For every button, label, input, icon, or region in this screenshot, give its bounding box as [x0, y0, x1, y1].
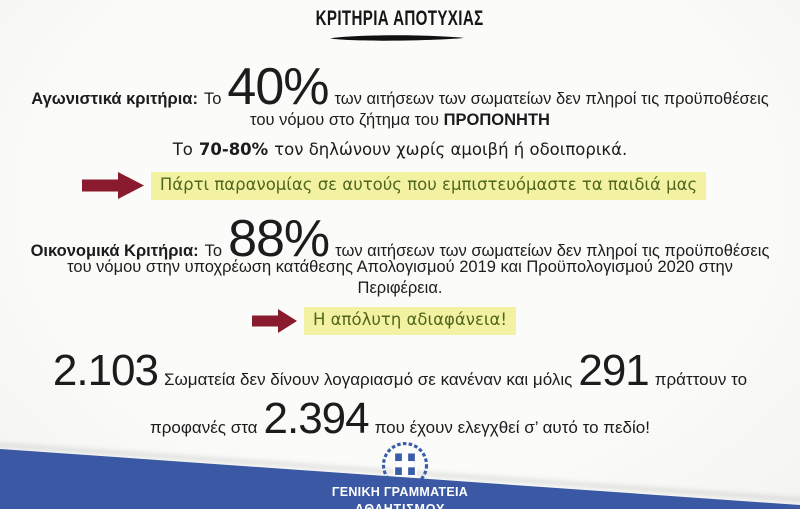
stat-88-percent: 88% [228, 210, 330, 269]
org-name-line1: ΓΕΝΙΚΗ ΓΡΑΜΜΑΤΕΙΑ [331, 485, 469, 499]
competitive-line2-text: του νόμου στο ζήτημα του [250, 111, 440, 129]
stats-text3: προφανές στα [150, 417, 258, 437]
competitive-rest: των αιτήσεων των σωματείων δεν πληροί τι… [334, 90, 769, 108]
stat-291: 291 [578, 345, 649, 395]
highlighted-text: Πάρτι παρανομίας σε αυτούς που εμπιστευό… [150, 172, 707, 200]
stats-line2: προφανές στα 2.394 που έχουν ελεγχθεί σ’… [0, 393, 800, 443]
financial-rest: των αιτήσεων των σωματείων δεν πληροί τι… [335, 242, 770, 261]
competitive-pre: Το [203, 90, 222, 108]
coach-keyword: ΠΡΟΠΟΝΗΤΗ [443, 111, 550, 129]
org-name-line2: ΑΘΛΗΤΙΣΜΟΥ [354, 502, 446, 509]
stats-text4: που έχουν ελεγχθεί σ’ αυτό το πεδίο! [374, 417, 650, 437]
title-block: ΚΡΙΤΗΡΙΑ ΑΠΟΤΥΧΙΑΣ [0, 0, 800, 31]
stat-40-percent: 40% [227, 58, 329, 116]
callout-opacity: Η απόλυτη αδιαφάνεια! [0, 307, 784, 335]
competitive-label: Αγωνιστικά κριτήρια: [31, 90, 198, 108]
callout-illegality: Πάρτι παρανομίας σε αυτούς που εμπιστευό… [0, 171, 794, 200]
footer: ΓΕΝΙΚΗ ΓΡΑΜΜΑΤΕΙΑ ΑΘΛΗΤΙΣΜΟΥ [0, 430, 800, 509]
page-title: ΚΡΙΤΗΡΙΑ ΑΠΟΤΥΧΙΑΣ [316, 7, 484, 30]
subline-rest: τον δηλώνουν χωρίς αμοιβή ή οδοιπορικά. [274, 139, 628, 159]
arrow-right-icon [81, 171, 145, 200]
title-underline [0, 34, 800, 42]
paragraph-7080-line: Το 70-80% τον δηλώνουν χωρίς αμοιβή ή οδ… [0, 139, 800, 159]
financial-pre: Το [204, 242, 223, 261]
stats-text2: πράττουν το [654, 369, 748, 389]
brush-stroke-icon [330, 35, 464, 41]
paragraph-financial-line2: του νόμου στην υποχρέωση κατάθεσης Απολο… [67, 258, 733, 277]
arrow-right-icon [252, 308, 298, 334]
paragraph-competitive-line2: του νόμου στο ζήτημα του ΠΡΟΠΟΝΗΤΗ [0, 111, 800, 130]
stats-line1: 2.103 Σωματεία δεν δίνουν λογαριασμό σε … [0, 345, 800, 395]
financial-label: Οικονομικά Κριτήρια: [30, 242, 199, 261]
paragraph-financial-line3: Περιφέρεια. [357, 279, 443, 298]
subline-pre: Το [172, 139, 193, 159]
stats-text1: Σωματεία δεν δίνουν λογαριασμό σε κανένα… [164, 369, 573, 389]
stats-block: 2.103 Σωματεία δεν δίνουν λογαριασμό σε … [0, 345, 800, 443]
paragraph-financial-line1: Οικονομικά Κριτήρια: Το 88% των αιτήσεων… [0, 213, 800, 265]
highlighted-text: Η απόλυτη αδιαφάνεια! [304, 307, 516, 335]
paragraph-competitive-line1: Αγωνιστικά κριτήρια: Το 40% των αιτήσεων… [0, 61, 800, 113]
greek-emblem-icon [378, 440, 432, 497]
stat-2394: 2.394 [263, 393, 370, 443]
stat-2103: 2.103 [52, 345, 159, 395]
stat-70-80-percent: 70-80% [198, 139, 269, 159]
